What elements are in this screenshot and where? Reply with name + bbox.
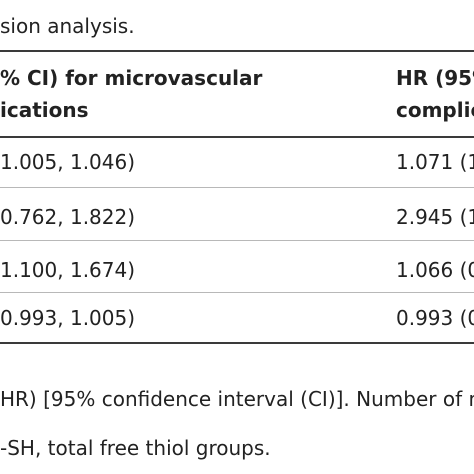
table-row-3-col1: 1.100, 1.674) [0, 258, 136, 282]
footnote-2: -SH, total free thiol groups. [0, 436, 271, 460]
table-row-4-col2: 0.993 (0 [396, 306, 474, 330]
row-divider-1 [0, 187, 474, 188]
row-divider-2 [0, 240, 474, 241]
header-col1-line2: ications [0, 98, 89, 122]
header-col2-line1: HR (95% [396, 66, 474, 90]
table-row-4-col1: 0.993, 1.005) [0, 306, 136, 330]
bottom-rule [0, 342, 474, 344]
row-divider-3 [0, 292, 474, 293]
table-row-2-col1: 0.762, 1.822) [0, 205, 136, 229]
table-row-3-col2: 1.066 (0 [396, 258, 474, 282]
header-col1-line1: % CI) for microvascular [0, 66, 263, 90]
table-caption: sion analysis. [0, 14, 135, 38]
table-row-1-col2: 1.071 (1 [396, 150, 474, 174]
header-col2-line2: complic [396, 98, 474, 122]
table-row-2-col2: 2.945 (1 [396, 205, 474, 229]
header-rule [0, 136, 474, 138]
footnote-1: HR) [95% confidence interval (CI)]. Numb… [0, 387, 474, 411]
top-rule [0, 50, 474, 52]
table-row-1-col1: 1.005, 1.046) [0, 150, 136, 174]
